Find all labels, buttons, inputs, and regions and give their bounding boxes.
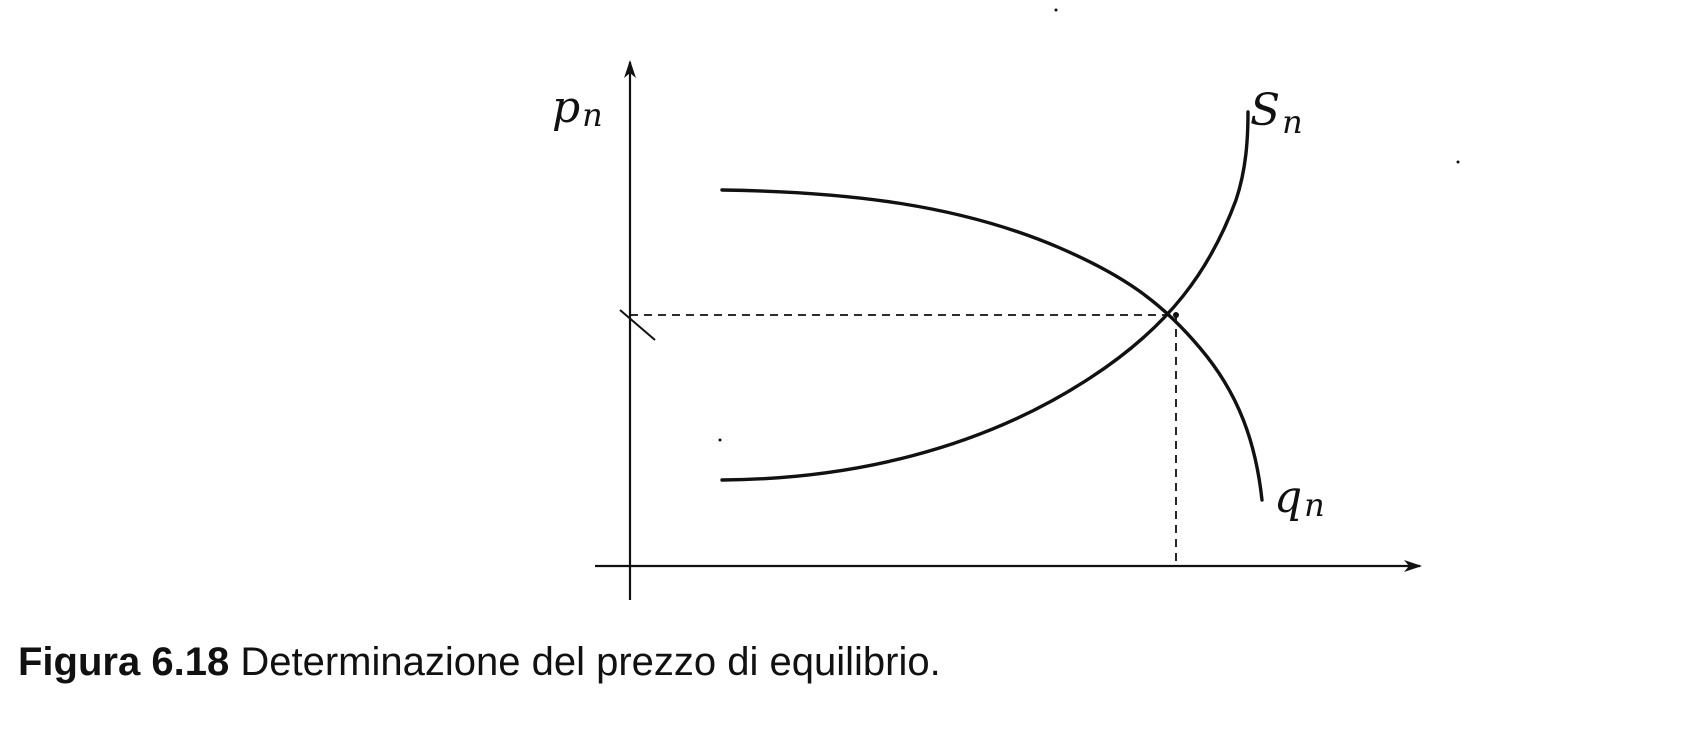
supply-curve-label: Sn xyxy=(1250,85,1303,141)
price-tick-mark xyxy=(619,309,656,341)
figure-number: Figura 6.18 xyxy=(18,640,230,684)
caption-text: Determinazione del prezzo di equilibrio. xyxy=(240,640,941,684)
demand-curve xyxy=(720,188,1264,502)
figure-caption: Figura 6.18 Determinazione del prezzo di… xyxy=(18,640,941,685)
scan-speck xyxy=(718,438,722,442)
y-axis-label: pn xyxy=(552,82,603,134)
equilibrium-point xyxy=(1173,312,1179,318)
scan-speck xyxy=(1054,8,1058,12)
demand-curve-label: qn xyxy=(1274,472,1325,524)
scan-speck xyxy=(1456,160,1460,164)
supply-curve xyxy=(720,110,1250,482)
